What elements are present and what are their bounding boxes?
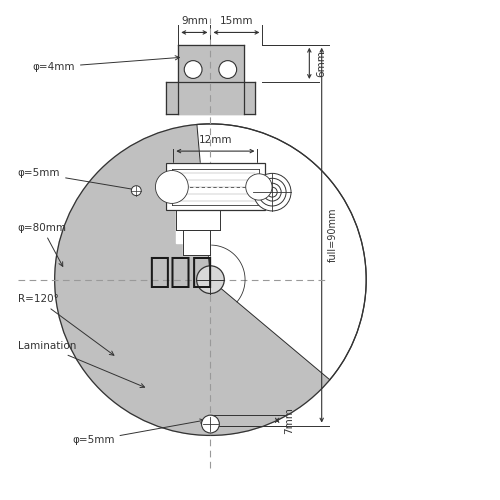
Polygon shape — [197, 124, 366, 380]
Text: Lamination: Lamination — [18, 342, 144, 388]
Text: φ=5mm: φ=5mm — [72, 419, 204, 446]
Bar — [166, 164, 265, 210]
Circle shape — [268, 187, 277, 197]
Text: 6mm: 6mm — [316, 50, 326, 77]
Circle shape — [219, 60, 236, 78]
Text: φ=4mm: φ=4mm — [32, 56, 180, 72]
Circle shape — [264, 183, 281, 201]
Circle shape — [54, 124, 366, 436]
Text: 調整中: 調整中 — [148, 255, 213, 289]
Bar — [166, 164, 265, 210]
Bar — [176, 210, 240, 242]
Text: 15mm: 15mm — [220, 16, 253, 26]
Bar — [178, 45, 244, 114]
Bar — [166, 82, 255, 114]
Text: φ=5mm: φ=5mm — [18, 168, 138, 192]
Circle shape — [254, 174, 291, 211]
Circle shape — [246, 174, 272, 200]
Circle shape — [196, 266, 224, 293]
Circle shape — [202, 415, 220, 433]
Text: full=90mm: full=90mm — [328, 208, 338, 262]
Circle shape — [132, 186, 141, 196]
Circle shape — [156, 170, 188, 203]
Text: 12mm: 12mm — [198, 134, 232, 144]
Text: R=120°: R=120° — [18, 294, 114, 356]
Circle shape — [258, 178, 286, 206]
Text: 9mm: 9mm — [181, 16, 208, 26]
Text: 7mm: 7mm — [284, 407, 294, 434]
Circle shape — [184, 60, 202, 78]
Bar — [184, 230, 210, 255]
Text: φ=80mm: φ=80mm — [18, 223, 66, 266]
